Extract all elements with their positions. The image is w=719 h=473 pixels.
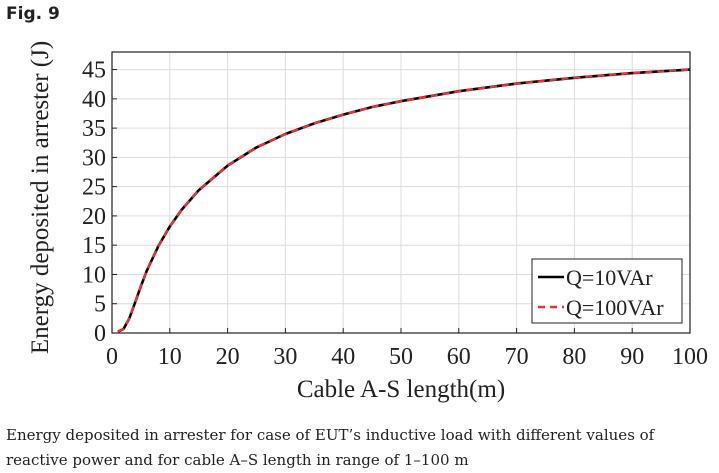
y-tick-label: 10: [82, 262, 106, 288]
y-axis-label: Energy deposited in arrester (J): [27, 41, 54, 354]
legend-box: [531, 258, 683, 324]
x-tick-label: 10: [158, 344, 182, 370]
y-tick-label: 0: [94, 321, 106, 347]
x-tick-label: 60: [447, 344, 471, 370]
y-tick-label: 25: [82, 175, 106, 201]
x-tick-label: 20: [216, 344, 240, 370]
y-axis-ticks: 0 5 10 15 20 25 30 35 40 45: [82, 58, 117, 347]
x-tick-label: 80: [562, 344, 586, 370]
x-axis-label: Cable A-S length(m): [297, 376, 505, 403]
figure-label: Fig. 9: [6, 4, 60, 24]
y-tick-label: 15: [82, 233, 106, 259]
y-tick-label: 20: [82, 204, 106, 230]
series-line-2: [117, 68, 691, 333]
x-tick-label: 90: [620, 344, 644, 370]
energy-chart: 0 10 20 30 40 50 60 70 80 90 100 05101520253035404…: [27, 41, 708, 403]
y-tick-label: 5: [94, 292, 106, 318]
legend-label: Q=100VAr: [566, 295, 664, 320]
x-axis-ticks: 0 10 20 30 40 50 60 70 80 90 100: [106, 328, 708, 370]
legend: Q=10VAr Q=100VAr: [531, 258, 683, 324]
x-tick-label: 100: [672, 344, 708, 370]
y-tick-label: 45: [82, 58, 106, 84]
figure-caption: Energy deposited in arrester for case of…: [6, 426, 655, 469]
x-tick-label: 70: [505, 344, 529, 370]
x-tick-label: 30: [273, 344, 297, 370]
series-lines: [117, 68, 691, 333]
x-tick-label: 50: [389, 344, 413, 370]
x-tick-label: 0: [106, 344, 118, 370]
y-tick-label: 30: [82, 145, 106, 171]
legend-label: Q=10VAr: [566, 265, 653, 290]
y-tick-label: 35: [82, 116, 106, 142]
y-tick-label: 40: [82, 87, 106, 113]
x-tick-label: 40: [331, 344, 355, 370]
